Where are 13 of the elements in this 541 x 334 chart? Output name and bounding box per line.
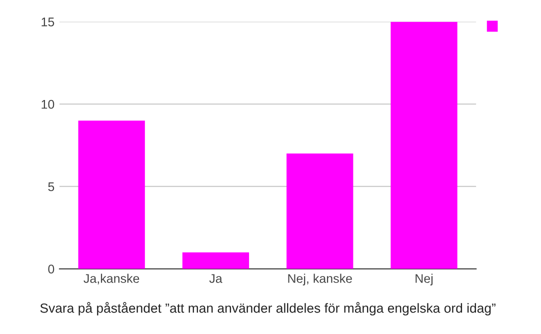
x-tick-label: Nej bbox=[416, 274, 433, 286]
y-tick-label: 0 bbox=[48, 264, 54, 274]
bar bbox=[390, 22, 458, 269]
x-tick-label: Nej, kanske bbox=[288, 274, 352, 286]
bar bbox=[182, 252, 250, 269]
x-tick-label: Ja bbox=[209, 274, 222, 283]
bar bbox=[286, 154, 354, 269]
y-tick-label: 10 bbox=[42, 100, 54, 109]
y-tick-label: 5 bbox=[48, 182, 54, 192]
bar bbox=[78, 120, 145, 269]
x-axis-title: Svara på påståendet ”att man använder alldeles för många engelska ord idag” bbox=[40, 302, 496, 316]
y-tick-label: 15 bbox=[42, 18, 54, 26]
x-tick-label: Ja,kanske bbox=[84, 274, 140, 284]
